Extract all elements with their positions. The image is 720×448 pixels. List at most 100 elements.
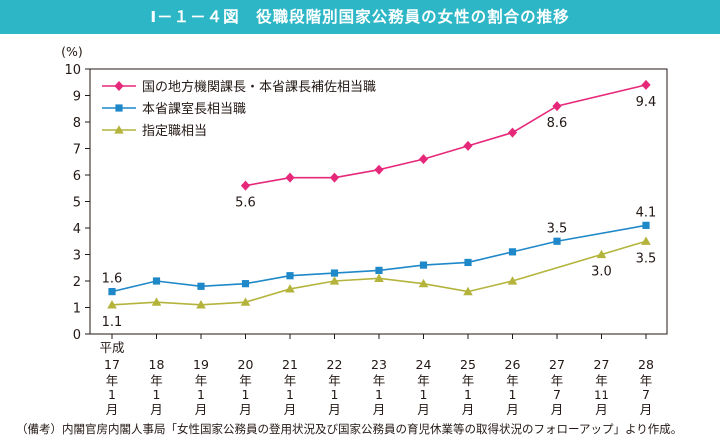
data-label: 3.5 [636, 251, 657, 266]
x-tick-glyph: 年 [506, 373, 519, 388]
data-point [641, 79, 651, 90]
source-note: （備考）内閣官房内閣人事局「女性国家公務員の登用状況及び国家公務員の育児休業等の… [16, 422, 683, 436]
data-point [552, 101, 562, 112]
data-label: 1.1 [102, 315, 123, 330]
data-point [374, 273, 384, 282]
x-tick-glyph: 7 [553, 387, 561, 402]
data-point [418, 154, 429, 165]
data-point [507, 127, 518, 138]
x-tick-glyph: 1 [464, 387, 472, 402]
legend-marker [115, 104, 123, 112]
data-point [374, 164, 384, 175]
x-tick-glyph: 18 [149, 357, 165, 372]
data-label: 1.6 [102, 272, 123, 287]
legend-marker [114, 81, 124, 91]
data-point [642, 221, 650, 229]
x-tick-glyph: 1 [420, 387, 428, 402]
x-tick-glyph: 7 [642, 387, 650, 402]
legend-marker [114, 125, 124, 134]
x-tick-glyph: 月 [150, 402, 163, 417]
data-point [463, 286, 473, 296]
x-tick-glyph: 月 [284, 402, 297, 417]
x-tick-glyph: 年 [150, 373, 163, 388]
data-label: 4.1 [636, 205, 657, 220]
data-point [240, 297, 251, 306]
x-tick-glyph: 1 [331, 387, 339, 402]
data-point [240, 180, 251, 191]
data-point [329, 172, 340, 183]
data-point [330, 269, 339, 277]
y-tick-label: 2 [73, 275, 81, 290]
x-tick-glyph: 28 [638, 357, 654, 372]
data-point [197, 282, 205, 290]
chart-title: Ⅰ－１－４図 役職段階別国家公務員の女性の割合の推移 [150, 8, 570, 26]
y-tick-label: 7 [73, 143, 81, 158]
x-tick-glyph: 年 [462, 373, 475, 388]
y-tick-label: 4 [73, 222, 81, 237]
x-tick-glyph: 月 [506, 402, 519, 417]
x-tick-glyph: 27 [594, 357, 610, 372]
y-tick-label: 6 [73, 169, 81, 184]
legend-item: 指定職相当 [102, 124, 207, 139]
series-line [111, 224, 647, 293]
y-tick-label: 3 [73, 249, 81, 264]
data-point [329, 276, 340, 285]
data-point [151, 297, 162, 306]
x-tick-glyph: 1 [197, 387, 205, 402]
x-tick-glyph: 月 [328, 402, 341, 417]
data-point [507, 276, 518, 285]
x-tick-glyph: 年 [284, 373, 297, 388]
data-point [464, 258, 472, 267]
legend-item: 国の地方機関課長・本省課長補佐相当職 [102, 79, 376, 95]
x-tick-glyph: 月 [239, 402, 252, 417]
data-point [107, 300, 117, 309]
data-label: 3.0 [591, 265, 612, 280]
y-axis-unit: (%) [61, 44, 83, 59]
x-tick-glyph: 年 [640, 373, 653, 388]
x-tick-glyph: 1 [286, 387, 294, 402]
legend-label: 指定職相当 [142, 124, 207, 139]
y-tick-label: 0 [73, 328, 81, 343]
x-tick-glyph: 1 [242, 387, 250, 402]
x-tick-glyph: 1 [509, 387, 517, 402]
x-tick-glyph: 月 [373, 402, 386, 417]
x-tick-glyph: 25 [460, 357, 476, 372]
x-tick-glyph: 年 [595, 373, 608, 388]
data-point [375, 266, 383, 274]
data-point [553, 237, 561, 245]
data-point [508, 248, 517, 256]
x-tick-glyph: 月 [462, 402, 475, 417]
data-point [596, 249, 607, 259]
legend-label: 国の地方機関課長・本省課長補佐相当職 [142, 79, 376, 95]
data-label: 5.6 [235, 196, 256, 211]
data-point [196, 300, 206, 309]
y-tick-label: 8 [73, 116, 81, 131]
x-tick-glyph: 年 [239, 373, 252, 388]
data-point [241, 280, 250, 288]
data-label: 8.6 [547, 116, 568, 131]
y-tick-label: 1 [73, 302, 81, 317]
x-tick-glyph: 23 [371, 357, 387, 372]
x-tick-glyph: 年 [373, 373, 386, 388]
x-tick-glyph: 19 [193, 357, 209, 372]
x-tick-glyph: 月 [595, 402, 608, 417]
x-tick-glyph: 26 [505, 357, 521, 372]
data-point [108, 288, 116, 296]
x-tick-glyph: 21 [282, 357, 298, 372]
x-tick-glyph: 月 [417, 402, 430, 417]
x-tick-glyph: 20 [238, 357, 254, 372]
legend-item: 本省課室長相当職 [102, 101, 246, 117]
x-tick-glyph: 27 [549, 357, 565, 372]
series-line [245, 84, 647, 187]
x-tick-glyph: 月 [551, 402, 564, 417]
x-tick-glyph: 年 [551, 373, 564, 388]
data-point [285, 172, 295, 183]
y-tick-label: 10 [64, 63, 81, 78]
